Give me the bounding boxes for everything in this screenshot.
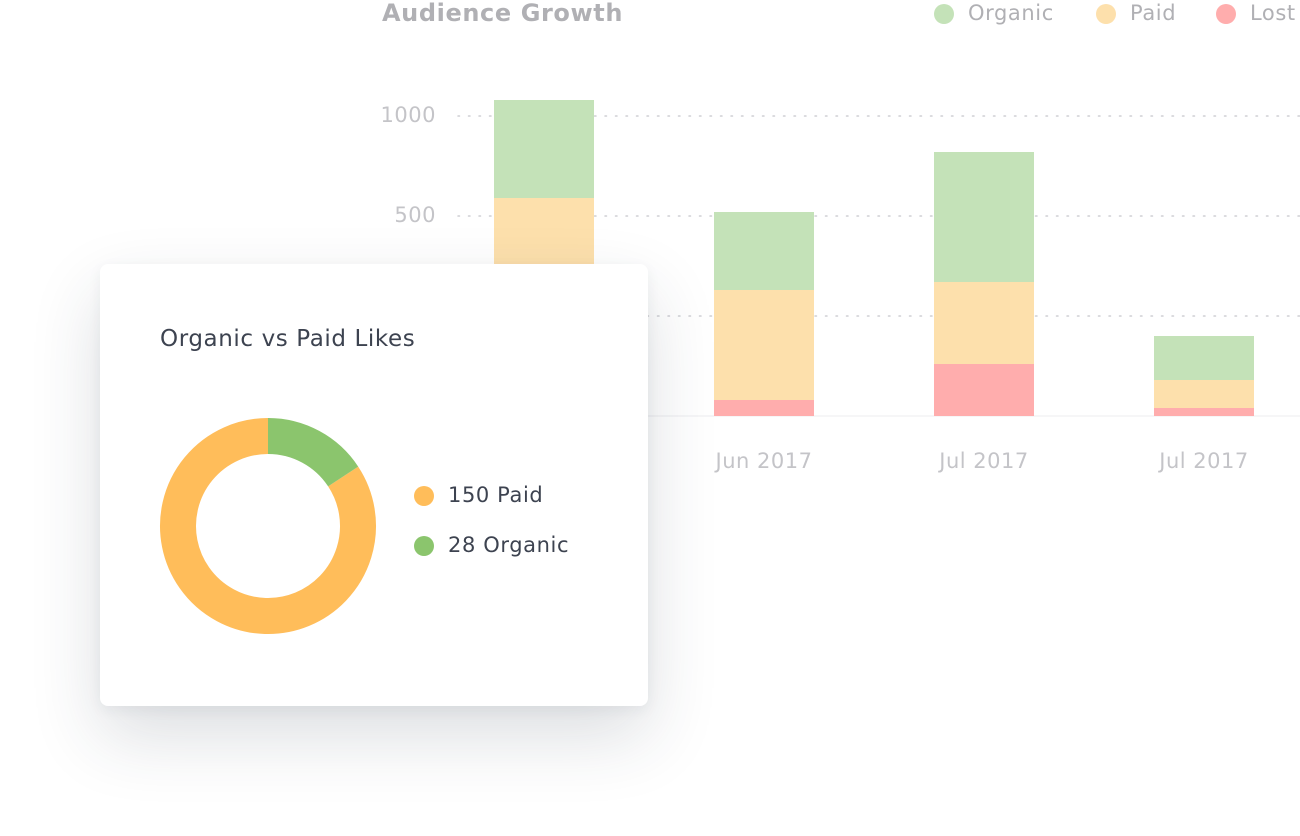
legend-swatch xyxy=(934,4,954,24)
legend-name: Organic xyxy=(483,533,569,557)
legend-label: Paid xyxy=(1130,1,1176,25)
bar-segment xyxy=(934,152,1034,282)
legend-value: 28 xyxy=(448,533,476,557)
legend-swatch xyxy=(1096,4,1116,24)
bar-segment xyxy=(934,282,1034,364)
legend-swatch xyxy=(414,536,434,556)
bar-segment xyxy=(714,212,814,290)
bar-segment xyxy=(714,400,814,416)
legend-value: 150 xyxy=(448,483,490,507)
bar-segment xyxy=(494,100,594,198)
likes-card: 150 Paid 28 Organic Organic vs Paid Likes xyxy=(100,264,648,706)
y-tick-label: 500 xyxy=(394,203,436,227)
bar-segment xyxy=(1154,380,1254,408)
donut-chart: 150 Paid 28 Organic xyxy=(160,418,569,634)
bar-segment xyxy=(1154,336,1254,380)
legend-label: 150 Paid xyxy=(448,483,543,507)
donut-segment xyxy=(160,418,376,634)
chart-title: Audience Growth xyxy=(382,0,623,27)
bar-segment xyxy=(934,364,1034,416)
legend-label: Lost xyxy=(1250,1,1296,25)
donut-segment xyxy=(267,418,359,487)
bar-segment xyxy=(1154,408,1254,416)
x-tick-label: Jun 2017 xyxy=(714,449,813,473)
bar-segment xyxy=(714,290,814,400)
x-tick-label: Jul 2017 xyxy=(937,449,1028,473)
x-tick-label: Jul 2017 xyxy=(1157,449,1248,473)
legend-name: Paid xyxy=(497,483,543,507)
legend-label: Organic xyxy=(968,1,1054,25)
y-tick-label: 1000 xyxy=(381,103,436,127)
legend-swatch xyxy=(414,486,434,506)
card-title: Organic vs Paid Likes xyxy=(160,326,416,352)
legend-swatch xyxy=(1216,4,1236,24)
legend-label: 28 Organic xyxy=(448,533,569,557)
